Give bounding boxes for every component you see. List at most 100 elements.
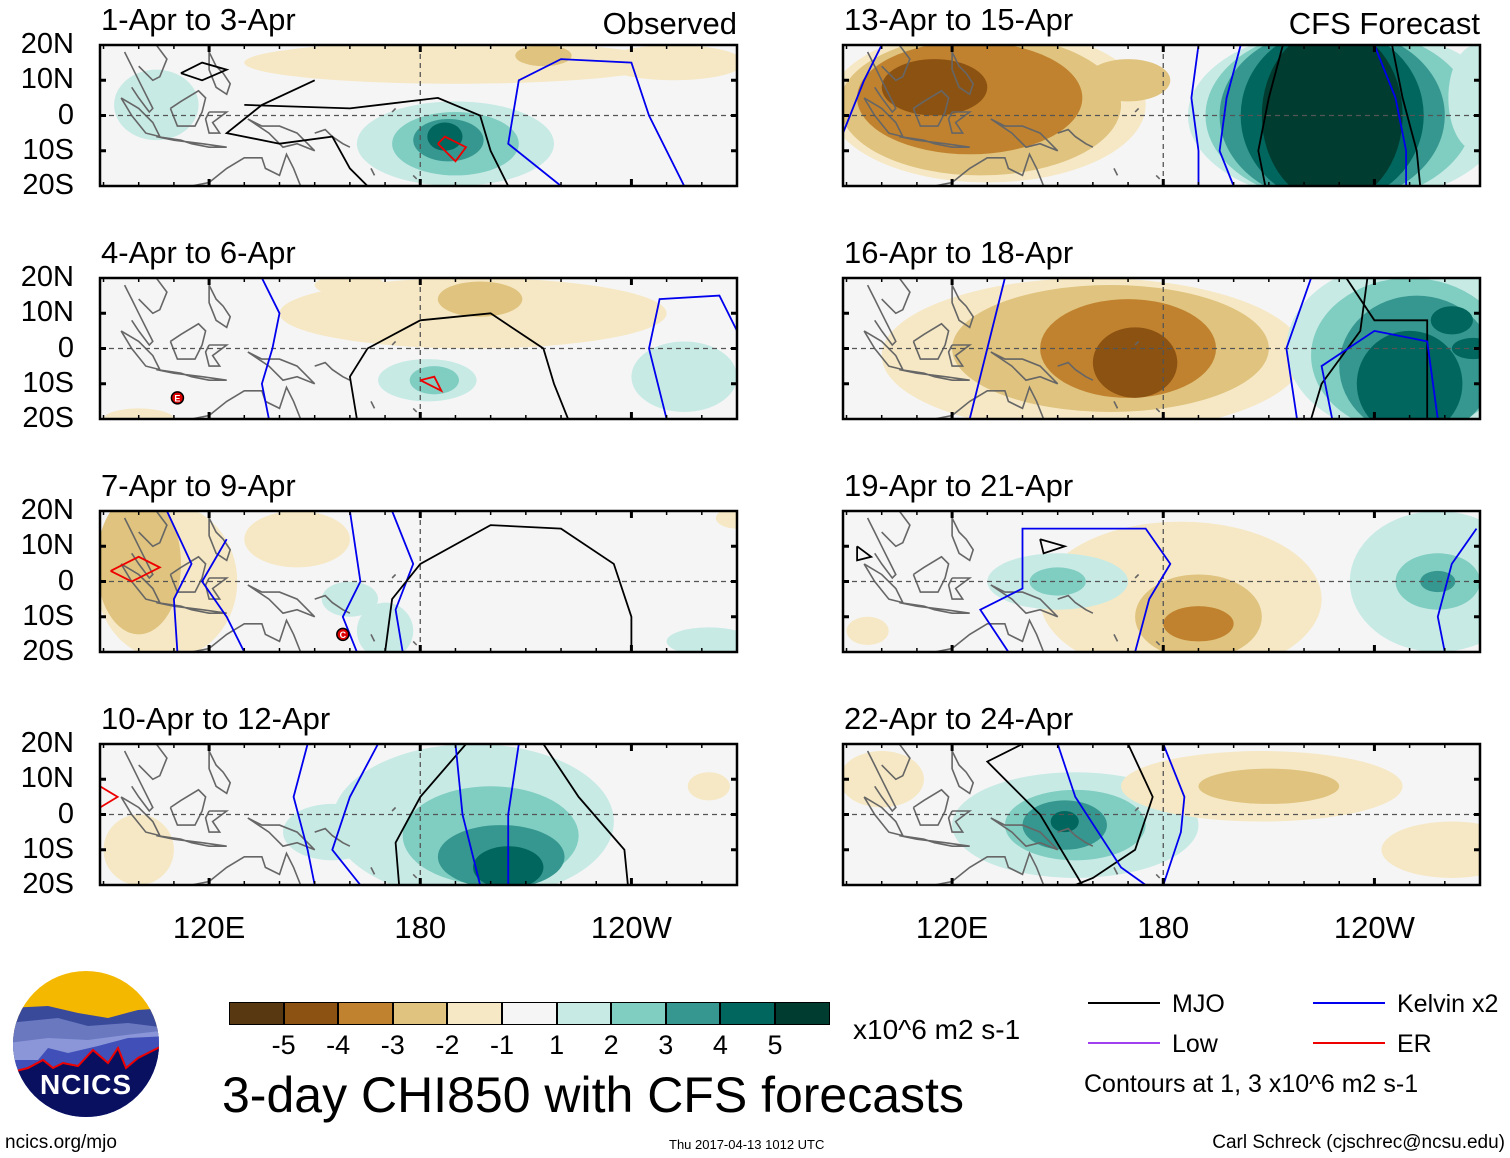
mjo-contour [180,61,230,82]
coastline [412,873,418,879]
coastline [370,401,376,409]
colorbar-label: -3 [380,1030,405,1060]
coastline [204,111,230,134]
coastline [866,51,897,114]
anomaly-shading [103,814,174,885]
lat-tick-label: 0 [57,98,74,131]
lat-tick-label: 10S [22,366,74,399]
coastline [138,278,168,315]
lat-tick-label: 20N [20,727,74,759]
coastline [123,51,154,114]
er-contour [100,785,120,809]
lat-tick-label: 20N [20,494,74,526]
coastline [191,851,302,885]
colorbar-label: -5 [271,1030,296,1060]
map-panel [98,742,739,887]
anomaly-shading [114,69,199,141]
colorbar-swatch [229,1002,284,1025]
coastline [881,278,911,315]
anomaly-shading [1448,45,1480,151]
kel-contour [968,278,1006,419]
coastline [247,118,316,152]
coastline [866,284,897,347]
panel-title: 10-Apr to 12-Apr [101,701,331,736]
colorbar-label: 2 [603,1030,619,1060]
anomaly-shading [1085,59,1171,102]
lon-tick-label: 120W [590,910,672,945]
kel-contour [166,511,193,652]
lat-tick-label: 10S [22,832,74,865]
coastline [1113,634,1119,642]
colorbar-swatch [392,1002,448,1025]
lat-tick-label: 10S [22,133,74,166]
panel-title: 22-Apr to 24-Apr [844,701,1074,736]
panel-title: 1-Apr to 3-Apr [101,2,296,37]
coastline [951,517,975,562]
colorbar-swatch [665,1002,721,1025]
colorbar-swatch [283,1002,339,1025]
coastline [412,174,418,180]
coastline [934,385,1045,419]
coastline [156,601,227,614]
coastline [370,634,376,642]
storm-letter: E [174,393,180,403]
coastline [1134,806,1140,812]
anomaly-shading [356,602,414,652]
lat-tick-label: 10N [20,63,74,96]
coastline [247,584,316,618]
coastline [1155,174,1161,180]
coastline [990,118,1059,152]
anomaly-shading [1163,606,1234,642]
colorbar-label: -2 [435,1030,460,1060]
anomaly-shading [1092,327,1178,398]
kel-contour [843,45,883,134]
colorbar-swatch [338,1002,393,1025]
kel-contour [341,511,362,652]
kel-contour [1373,45,1407,186]
site-url[interactable]: ncics.org/mjo [5,1132,117,1153]
coastline [208,284,232,329]
map-panel [98,43,739,188]
anomaly-shading [314,278,386,296]
coastline [1134,340,1140,346]
coastline [169,788,207,826]
coastline [947,344,973,367]
coastline [123,750,154,813]
lat-tick-label: 0 [57,331,74,364]
coastline [138,744,168,781]
anomaly-shading [603,45,737,81]
coastline [247,351,316,385]
coastline [391,107,397,113]
coastline [314,827,351,847]
coastline [934,618,1045,652]
ncics-logo: NCICS [13,971,159,1117]
kel-contour [454,744,481,885]
map-panel: C [98,509,739,654]
coastline [866,750,897,813]
lat-tick-label: 20S [22,868,74,900]
coastline [1155,640,1161,646]
mjo-contour [1039,538,1068,555]
mjo-contour [542,744,629,885]
coastline [912,322,950,360]
coastline [951,750,975,795]
colorbar-label: -1 [489,1030,514,1060]
coastline [1134,573,1140,579]
coastline [156,135,227,148]
coastline [391,340,397,346]
coastline [912,788,950,826]
coastline [204,810,230,833]
coastline [1113,401,1119,409]
coastline [370,168,376,176]
timestamp: Thu 2017-04-13 1012 UTC [669,1137,825,1152]
colorbar-label: 5 [767,1030,783,1060]
tropical-cyclone-icon [336,627,350,642]
coastline [947,810,973,833]
er-contour [437,135,468,163]
kel-contour [260,278,281,419]
mjo-contour [384,524,633,652]
colorbar-label: 4 [712,1030,728,1060]
coastline [138,511,168,548]
anomaly-shading [715,511,737,529]
mjo-contour [1345,278,1429,419]
